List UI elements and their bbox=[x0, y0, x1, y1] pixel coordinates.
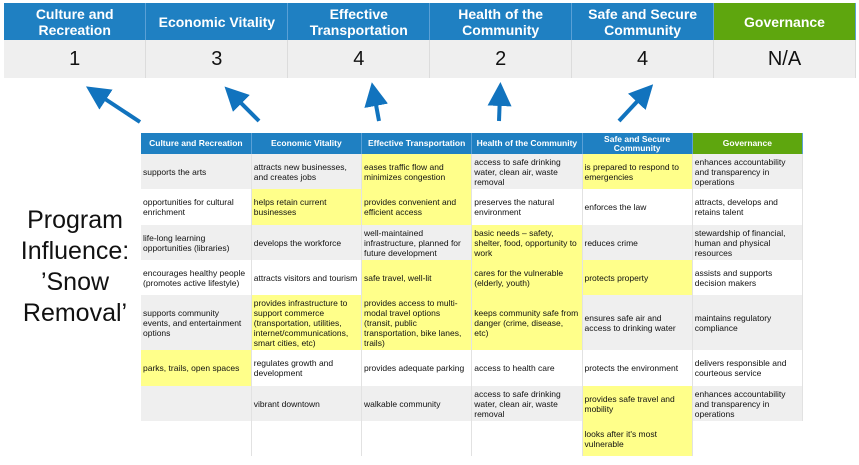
table-cell bbox=[471, 421, 583, 456]
score-governance: N/A bbox=[713, 40, 856, 78]
table-row: looks after it's most vulnerable bbox=[141, 421, 803, 456]
table-cell: assists and supports decision makers bbox=[692, 260, 804, 295]
table-cell: supports community events, and entertain… bbox=[141, 295, 252, 350]
table-cell: provides access to multi-modal travel op… bbox=[361, 295, 473, 350]
table-cell: walkable community bbox=[361, 386, 473, 421]
score-economic: 3 bbox=[145, 40, 289, 78]
table-cell: opportunities for cultural enrichment bbox=[141, 189, 252, 225]
summary-score-row: 1 3 4 2 4 N/A bbox=[4, 40, 856, 78]
table-cell: protects the environment bbox=[582, 350, 693, 386]
table-cell: attracts, develops and retains talent bbox=[692, 189, 804, 225]
table-row: life-long learning opportunities (librar… bbox=[141, 225, 804, 260]
table-cell bbox=[141, 386, 252, 421]
table-cell: regulates growth and development bbox=[251, 350, 363, 386]
table-cell: enforces the law bbox=[582, 189, 693, 225]
table-cell: parks, trails, open spaces bbox=[141, 350, 252, 386]
table-cell: provides adequate parking bbox=[361, 350, 473, 386]
table-cell: access to health care bbox=[471, 350, 583, 386]
arrow-icon bbox=[617, 84, 654, 123]
table-cell: keeps community safe from danger (crime,… bbox=[471, 295, 583, 350]
table-cell: enhances accountability and transparency… bbox=[692, 386, 804, 421]
table-row: vibrant downtown walkable community access… bbox=[141, 386, 804, 421]
table-cell: cares for the vulnerable (elderly, youth… bbox=[471, 260, 583, 295]
arrow-icon bbox=[364, 82, 388, 122]
arrow-icon bbox=[487, 82, 512, 122]
summary-header-economic: Economic Vitality bbox=[145, 3, 289, 40]
table-cell: provides infrastructure to support comme… bbox=[251, 295, 363, 350]
summary-table: Culture and Recreation Economic Vitality… bbox=[4, 3, 856, 78]
table-cell: attracts visitors and tourism bbox=[251, 260, 363, 295]
table-cell: supports the arts bbox=[141, 154, 252, 189]
table-cell: protects property bbox=[582, 260, 693, 295]
table-cell: ensures safe air and access to drinking … bbox=[582, 295, 693, 350]
table-cell: attracts new businesses, and creates job… bbox=[251, 154, 363, 189]
detail-header-health: Health of the Community bbox=[471, 133, 583, 154]
table-row: opportunities for cultural enrichment hel… bbox=[141, 189, 804, 225]
detail-table: Culture and Recreation Economic Vitality… bbox=[141, 133, 804, 456]
table-cell: delivers responsible and courteous servi… bbox=[692, 350, 804, 386]
table-row: parks, trails, open spaces regulates grow… bbox=[141, 350, 804, 386]
table-cell bbox=[251, 421, 363, 456]
detail-header-row: Culture and Recreation Economic Vitality… bbox=[141, 133, 804, 154]
table-cell: reduces crime bbox=[582, 225, 693, 260]
table-cell: access to safe drinking water, clean air… bbox=[471, 154, 583, 189]
table-cell: stewardship of financial, human and phys… bbox=[692, 225, 804, 260]
table-cell: maintains regulatory compliance bbox=[692, 295, 804, 350]
table-cell: provides safe travel and mobility bbox=[582, 386, 693, 421]
summary-header-transportation: Effective Transportation bbox=[287, 3, 431, 40]
table-row: supports the arts attracts new businesses… bbox=[141, 154, 804, 189]
table-cell: access to safe drinking water, clean air… bbox=[471, 386, 583, 421]
table-cell: develops the workforce bbox=[251, 225, 363, 260]
table-cell bbox=[361, 421, 473, 456]
table-cell: eases traffic flow and minimizes congest… bbox=[361, 154, 473, 189]
program-label: Program Influence: ’Snow Removal’ bbox=[20, 206, 130, 327]
table-cell: encourages healthy people (promotes acti… bbox=[141, 260, 252, 295]
score-safe: 4 bbox=[571, 40, 715, 78]
table-cell: well-maintained infrastructure, planned … bbox=[361, 225, 473, 260]
summary-header-safe: Safe and Secure Community bbox=[571, 3, 715, 40]
detail-header-safe: Safe and Secure Community bbox=[582, 133, 693, 154]
table-cell: basic needs – safety, shelter, food, opp… bbox=[471, 225, 583, 260]
table-cell: life-long learning opportunities (librar… bbox=[141, 225, 252, 260]
table-row: supports community events, and entertain… bbox=[141, 295, 804, 350]
arrow-icon bbox=[224, 86, 261, 123]
summary-header-governance: Governance bbox=[713, 3, 856, 40]
score-transportation: 4 bbox=[287, 40, 431, 78]
summary-header-culture: Culture and Recreation bbox=[4, 3, 147, 40]
table-cell: enhances accountability and transparency… bbox=[692, 154, 804, 189]
arrow-icon bbox=[85, 86, 142, 124]
table-cell: is prepared to respond to emergencies bbox=[582, 154, 693, 189]
table-cell: looks after it's most vulnerable bbox=[582, 421, 693, 456]
detail-header-transportation: Effective Transportation bbox=[361, 133, 473, 154]
summary-header-row: Culture and Recreation Economic Vitality… bbox=[4, 3, 856, 40]
score-health: 2 bbox=[429, 40, 573, 78]
detail-header-governance: Governance bbox=[692, 133, 804, 154]
table-cell bbox=[141, 421, 252, 456]
table-cell bbox=[692, 421, 803, 456]
score-culture: 1 bbox=[4, 40, 147, 78]
table-row: encourages healthy people (promotes acti… bbox=[141, 260, 804, 295]
detail-header-culture: Culture and Recreation bbox=[141, 133, 252, 154]
table-cell: vibrant downtown bbox=[251, 386, 363, 421]
table-cell: provides convenient and efficient access bbox=[361, 189, 473, 225]
table-cell: preserves the natural environment bbox=[471, 189, 583, 225]
table-cell: safe travel, well-lit bbox=[361, 260, 473, 295]
detail-header-economic: Economic Vitality bbox=[251, 133, 363, 154]
table-cell: helps retain current businesses bbox=[251, 189, 363, 225]
summary-header-health: Health of the Community bbox=[429, 3, 573, 40]
